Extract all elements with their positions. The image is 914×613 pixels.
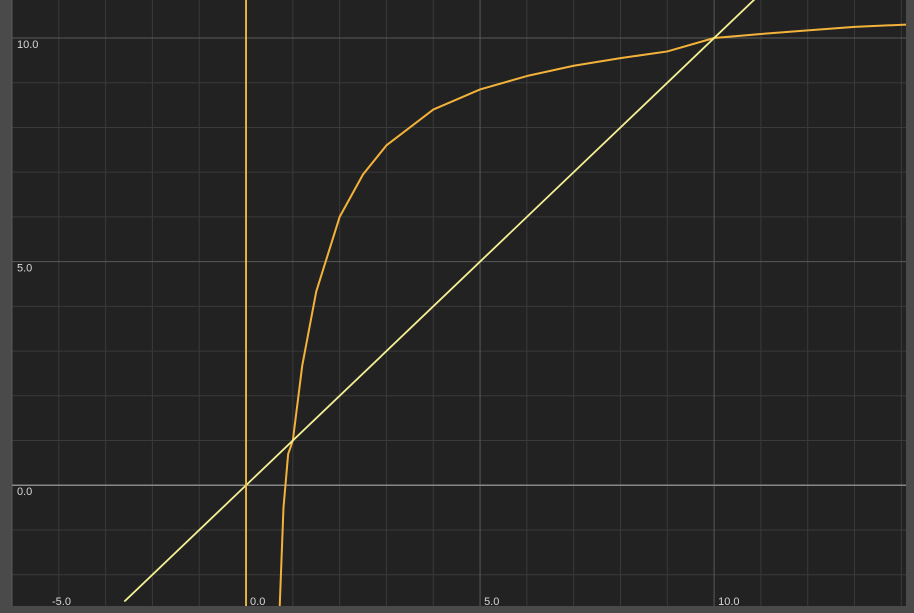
y-tick-label: 0.0 [17,486,32,498]
grid-minor [12,0,906,606]
x-tick-label: -5.0 [52,596,71,608]
x-tick-label: 10.0 [718,596,739,608]
tick-labels: 0.0 5.0 10.0 -5.0 0.0 5.0 10.0 [17,39,740,608]
x-tick-label: 5.0 [484,596,499,608]
identity-line-series [123,0,756,603]
curve-series [278,23,907,607]
plot-background [12,0,906,606]
y-tick-label: 10.0 [17,39,38,51]
x-tick-label: 0.0 [250,596,265,608]
y-tick-label: 5.0 [17,263,32,275]
grid-major [11,0,906,606]
series-layer [123,0,907,607]
